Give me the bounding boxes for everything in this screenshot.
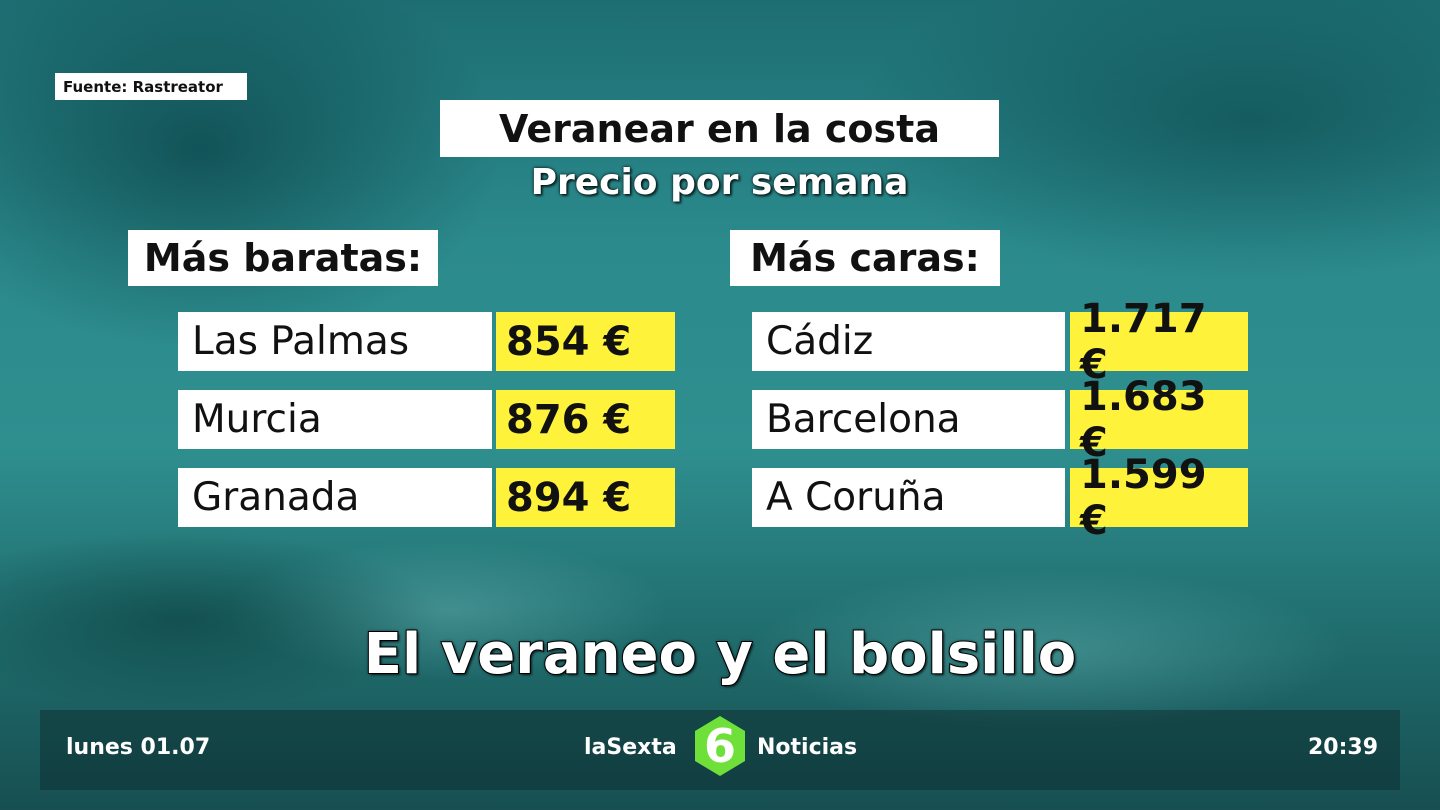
price: 854 € bbox=[496, 312, 675, 371]
heading: Más caras: bbox=[730, 230, 1000, 286]
channel: laSexta bbox=[584, 735, 677, 760]
program: Noticias bbox=[757, 735, 858, 760]
price: 876 € bbox=[496, 390, 675, 449]
place-name: Cádiz bbox=[752, 312, 1065, 371]
price: 1.717 € bbox=[1070, 296, 1248, 388]
place-name: A Coruña bbox=[752, 468, 1065, 527]
heading: Más baratas: bbox=[128, 230, 438, 286]
place-name: Las Palmas bbox=[178, 312, 492, 371]
price: 1.683 € bbox=[1070, 374, 1248, 466]
time: 20:39 bbox=[1308, 735, 1379, 760]
subtitle: Precio por semana bbox=[530, 162, 909, 203]
date: lunes 01.07 bbox=[66, 735, 211, 760]
price: 1.599 € bbox=[1070, 452, 1248, 544]
place-name: Barcelona bbox=[752, 390, 1065, 449]
place-name: Murcia bbox=[178, 390, 492, 449]
headline: El veraneo y el bolsillo bbox=[363, 621, 1077, 688]
source: Fuente: Rastreator bbox=[55, 73, 247, 100]
place-name: Granada bbox=[178, 468, 492, 527]
price: 894 € bbox=[496, 468, 675, 527]
title: Veranear en la costa bbox=[440, 100, 999, 157]
